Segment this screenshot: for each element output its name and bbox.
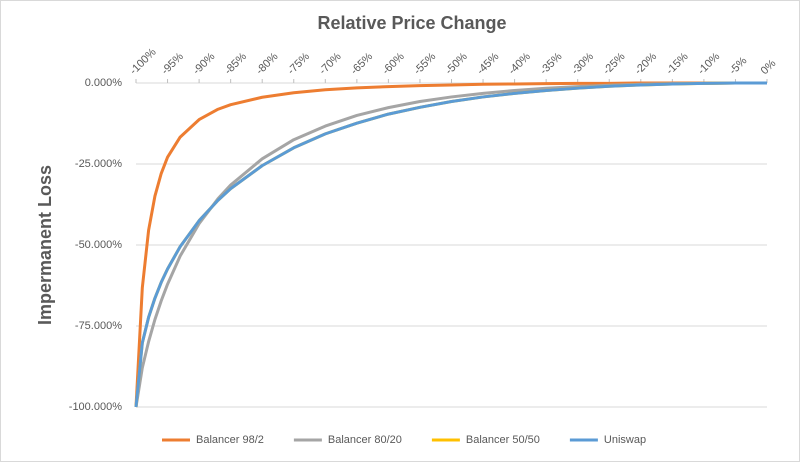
y-tick-label: -25.000%	[75, 158, 122, 170]
y-tick-label: 0.000%	[85, 77, 123, 89]
legend-label: Uniswap	[604, 434, 646, 446]
y-tick-label: -75.000%	[75, 320, 122, 332]
y-tick-label: -50.000%	[75, 239, 122, 251]
legend-label: Balancer 80/20	[328, 434, 402, 446]
y-tick-label: -100.000%	[69, 401, 122, 413]
line-series	[134, 81, 767, 408]
legend-label: Balancer 50/50	[466, 434, 540, 446]
legend-label: Balancer 98/2	[196, 434, 264, 446]
chart-title: Relative Price Change	[317, 13, 506, 33]
y-axis-label: Impermanent Loss	[35, 165, 55, 325]
line-series	[134, 81, 767, 408]
